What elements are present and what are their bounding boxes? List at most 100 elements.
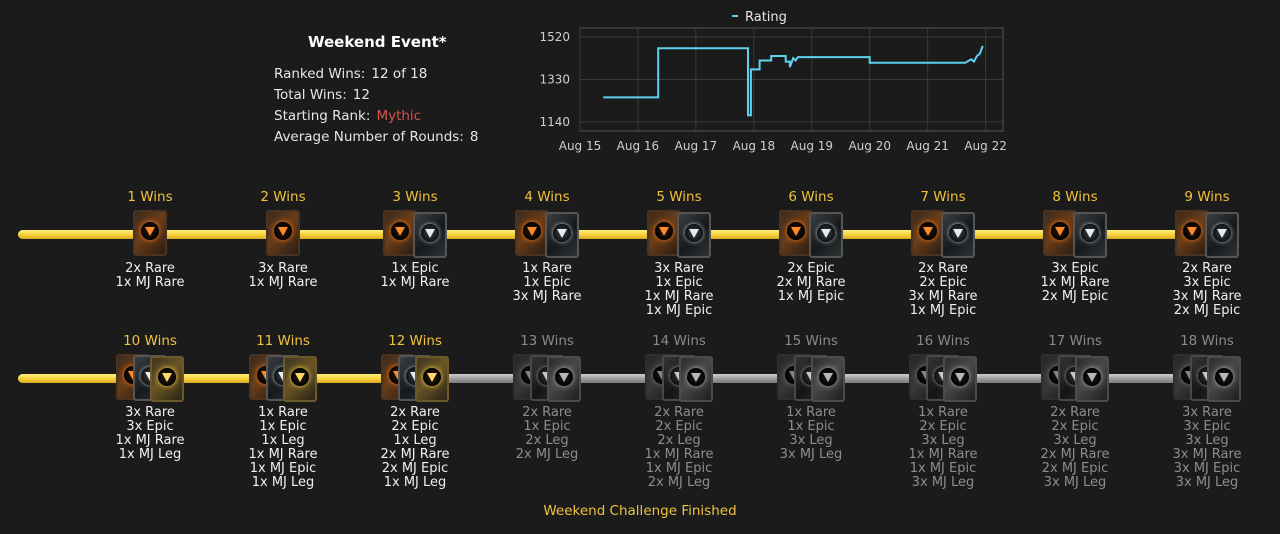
reward-stop: 10 Wins 3x Rare 3x Epic 1x MJ Rare 1x MJ Leg <box>95 332 205 462</box>
reward-item: 3x MJ Leg <box>911 475 975 490</box>
triangle-icon <box>689 229 699 238</box>
reward-item: 3x Leg <box>1185 433 1229 448</box>
triangle-icon <box>691 373 701 382</box>
triangle-icon <box>162 373 172 382</box>
x-tick-label: Aug 16 <box>617 139 660 153</box>
x-tick-label: Aug 21 <box>906 139 949 153</box>
reward-stop: 6 Wins 2x Epic 2x MJ Rare 1x MJ Epic <box>756 188 866 304</box>
pack-group <box>247 354 319 402</box>
pack-group <box>1171 354 1243 402</box>
triangle-icon <box>1085 229 1095 238</box>
leg-pack-icon <box>283 356 317 402</box>
triangle-icon <box>659 227 669 236</box>
reward-item: 1x Epic <box>259 419 307 434</box>
reward-item: 3x Leg <box>1053 433 1097 448</box>
stop-label: 8 Wins <box>1052 189 1098 205</box>
reward-item: 2x Rare <box>1182 261 1232 276</box>
reward-item: 1x Rare <box>918 405 968 420</box>
reward-item: 1x MJ Epic <box>645 461 713 476</box>
rare-pack-icon <box>779 210 813 256</box>
triangle-icon <box>295 373 305 382</box>
reward-stop: 16 Wins 1x Rare 2x Epic 3x Leg 1x MJ Rare 1x … <box>888 332 998 490</box>
epic-pack-icon <box>677 212 711 258</box>
reward-stop: 11 Wins 1x Rare 1x Epic 1x Leg 1x MJ Rare 1x … <box>228 332 338 490</box>
avg-rounds-row: Average Number of Rounds: 8 <box>274 129 478 145</box>
reward-item: 2x MJ Rare <box>1040 447 1110 462</box>
triangle-icon <box>1219 373 1229 382</box>
reward-item: 3x MJ Leg <box>1043 475 1107 490</box>
reward-item: 2x Rare <box>125 261 175 276</box>
triangle-icon <box>923 227 933 236</box>
avg-rounds-label: Average Number of Rounds: <box>274 129 464 145</box>
pack-group <box>907 210 979 258</box>
stop-label: 2 Wins <box>260 189 306 205</box>
epic-pack-icon <box>941 212 975 258</box>
reward-track-2: 10 Wins 3x Rare 3x Epic 1x MJ Rare 1x MJ Leg… <box>0 332 1280 490</box>
reward-item: 3x Epic <box>126 419 174 434</box>
triangle-icon <box>557 229 567 238</box>
reward-stop: 7 Wins 2x Rare 2x Epic 3x MJ Rare 1x MJ Epic <box>888 188 998 318</box>
reward-list: 2x Rare 3x Epic 3x MJ Rare 2x MJ Epic <box>1152 262 1262 318</box>
reward-item: 2x Epic <box>1051 419 1099 434</box>
reward-item: 3x MJ Rare <box>1172 289 1242 304</box>
legend-label: Rating <box>745 10 787 25</box>
reward-stop: 17 Wins 2x Rare 2x Epic 3x Leg 2x MJ Rare 2x … <box>1020 332 1130 490</box>
leg-pack-icon <box>679 356 713 402</box>
reward-item: 1x MJ Rare <box>644 289 714 304</box>
stop-label: 1 Wins <box>127 189 173 205</box>
triangle-icon <box>1187 227 1197 236</box>
reward-item: 1x MJ Rare <box>1040 275 1110 290</box>
pack-group <box>247 210 319 256</box>
reward-list: 2x Rare 2x Epic 3x MJ Rare 1x MJ Epic <box>888 262 998 318</box>
reward-item: 3x Epic <box>1051 261 1099 276</box>
leg-pack-icon <box>150 356 184 402</box>
reward-item: 2x Rare <box>654 405 704 420</box>
pack-group <box>114 210 186 256</box>
triangle-icon <box>821 229 831 238</box>
reward-item: 1x Leg <box>393 433 437 448</box>
stop-label: 12 Wins <box>388 333 442 349</box>
triangle-icon <box>955 373 965 382</box>
leg-pack-icon <box>943 356 977 402</box>
reward-list: 2x Rare 2x Epic 3x Leg 2x MJ Rare 2x MJ Epic… <box>1020 406 1130 490</box>
reward-list: 1x Rare 1x Epic 3x Leg 3x MJ Leg <box>756 406 866 462</box>
rare-pack-icon <box>1043 210 1077 256</box>
leg-pack-icon <box>547 356 581 402</box>
reward-item: 1x Rare <box>522 261 572 276</box>
stop-label: 15 Wins <box>784 333 838 349</box>
ranked-wins-label: Ranked Wins: <box>274 66 366 82</box>
reward-item: 1x Leg <box>261 433 305 448</box>
stop-label: 9 Wins <box>1184 189 1230 205</box>
reward-item: 1x Rare <box>258 405 308 420</box>
rating-chart: Aug 15 Aug 16 Aug 17 Aug 18 Aug 19 Aug 20 Aug … <box>540 0 1020 160</box>
reward-item: 1x Epic <box>787 419 835 434</box>
reward-list: 1x Epic 1x MJ Rare <box>360 262 470 290</box>
triangle-icon <box>527 227 537 236</box>
pack-group <box>511 354 583 402</box>
triangle-icon <box>823 373 833 382</box>
reward-stop: 8 Wins 3x Epic 1x MJ Rare 2x MJ Epic <box>1020 188 1130 304</box>
reward-item: 3x MJ Rare <box>908 289 978 304</box>
reward-stop: 2 Wins 3x Rare 1x MJ Rare <box>228 188 338 290</box>
reward-list: 1x Rare 1x Epic 3x MJ Rare <box>492 262 602 304</box>
reward-item: 1x Epic <box>655 275 703 290</box>
reward-item: 1x MJ Rare <box>908 447 978 462</box>
triangle-icon <box>953 229 963 238</box>
triangle-icon <box>427 373 437 382</box>
stop-label: 18 Wins <box>1180 333 1234 349</box>
reward-item: 1x MJ Epic <box>909 303 977 318</box>
reward-stop: 9 Wins 2x Rare 3x Epic 3x MJ Rare 2x MJ Epic <box>1152 188 1262 318</box>
pack-group <box>1039 354 1111 402</box>
reward-list: 2x Rare 1x MJ Rare <box>95 262 205 290</box>
pack-group <box>643 354 715 402</box>
epic-pack-icon <box>1073 212 1107 258</box>
status-footer: Weekend Challenge Finished <box>543 503 737 519</box>
total-wins-row: Total Wins: 12 <box>274 87 370 103</box>
reward-item: 3x MJ Rare <box>512 289 582 304</box>
reward-stop: 15 Wins 1x Rare 1x Epic 3x Leg 3x MJ Leg <box>756 332 866 462</box>
stop-label: 3 Wins <box>392 189 438 205</box>
reward-list: 2x Rare 2x Epic 1x Leg 2x MJ Rare 2x MJ Epic… <box>360 406 470 490</box>
epic-pack-icon <box>545 212 579 258</box>
reward-item: 1x MJ Rare <box>380 275 450 290</box>
reward-list: 3x Rare 3x Epic 3x Leg 3x MJ Rare 3x MJ Epic… <box>1152 406 1262 490</box>
